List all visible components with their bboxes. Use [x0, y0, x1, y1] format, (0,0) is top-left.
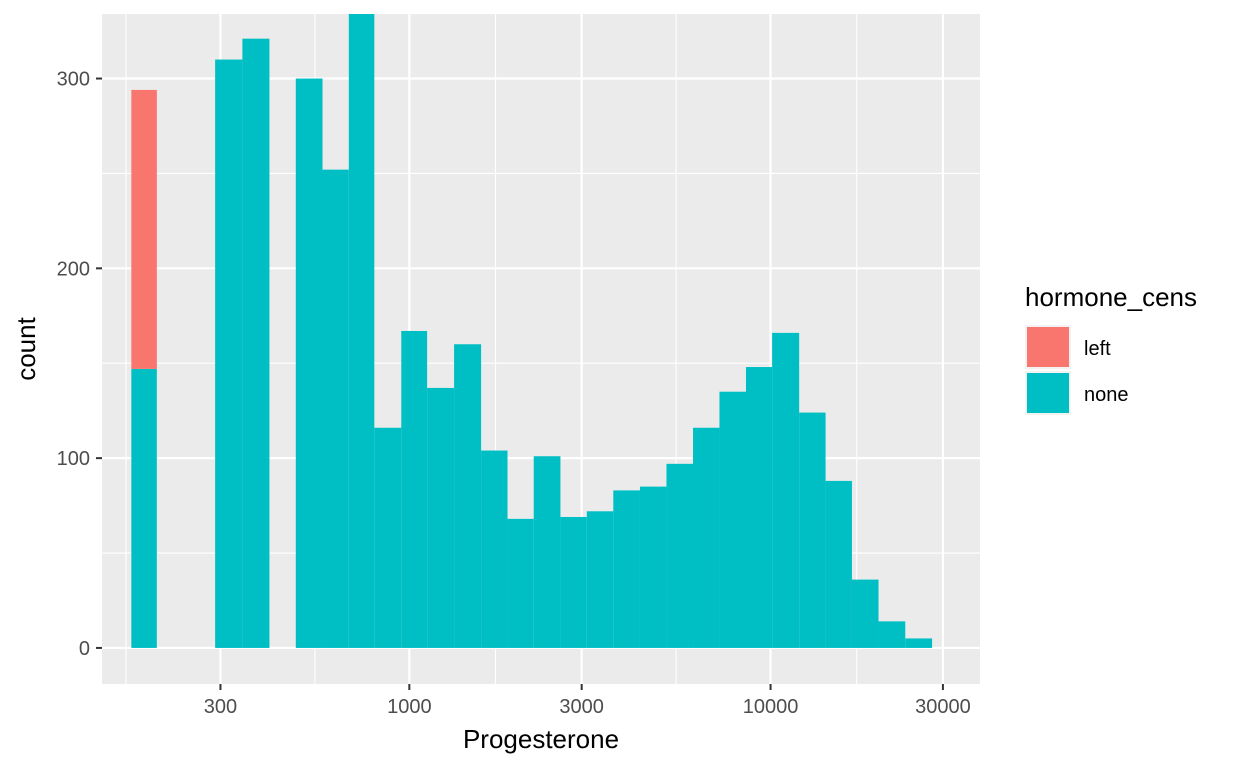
- y-tick-label: 300: [57, 69, 90, 91]
- bar-none: [745, 367, 773, 648]
- bar-none: [666, 463, 694, 648]
- bar-none: [878, 621, 906, 648]
- bar-none: [427, 387, 455, 648]
- y-axis-ticks: 0 100 200 300: [57, 69, 102, 660]
- x-tick-label: 10000: [743, 696, 799, 718]
- legend: hormone_cens left none: [1025, 282, 1197, 415]
- bar-none: [454, 344, 482, 648]
- y-tick-label: 200: [57, 258, 90, 280]
- bar-none: [772, 332, 800, 648]
- legend-swatch-left: [1027, 327, 1069, 367]
- bar-none: [215, 59, 243, 648]
- histogram-bars: [131, 14, 933, 648]
- legend-swatch-none: [1027, 373, 1069, 413]
- y-axis-title: count: [11, 316, 41, 380]
- bar-none: [560, 516, 587, 648]
- bar-none: [295, 78, 323, 648]
- bar-none: [374, 427, 402, 648]
- bar-none: [322, 169, 349, 648]
- x-tick-label: 30000: [915, 696, 971, 718]
- x-axis-ticks: 300 1000 3000 10000 30000: [204, 684, 971, 718]
- bar-none: [481, 450, 508, 648]
- bar-none: [507, 518, 534, 648]
- bar-none: [131, 368, 157, 648]
- x-axis-title: Progesterone: [463, 724, 619, 754]
- bar-none: [639, 486, 667, 648]
- y-tick-label: 100: [57, 448, 90, 470]
- legend-label-left: left: [1084, 338, 1111, 360]
- legend-entries: left none: [1025, 325, 1129, 415]
- bar-none: [693, 427, 720, 648]
- y-tick-label: 0: [79, 638, 90, 660]
- x-tick-label: 3000: [559, 696, 604, 718]
- legend-title: hormone_cens: [1025, 282, 1197, 312]
- bar-none: [719, 391, 746, 648]
- x-tick-label: 1000: [387, 696, 432, 718]
- legend-label-none: none: [1084, 384, 1129, 406]
- bar-none: [905, 638, 933, 648]
- bar-none: [586, 511, 614, 648]
- bar-left: [131, 89, 157, 369]
- bar-none: [348, 14, 375, 648]
- bar-none: [825, 480, 852, 648]
- bar-none: [613, 490, 640, 648]
- bar-none: [242, 38, 270, 648]
- x-tick-label: 300: [204, 696, 237, 718]
- bar-none: [401, 330, 428, 648]
- bar-none: [533, 456, 561, 648]
- bar-none: [799, 412, 826, 648]
- bar-none: [851, 579, 879, 648]
